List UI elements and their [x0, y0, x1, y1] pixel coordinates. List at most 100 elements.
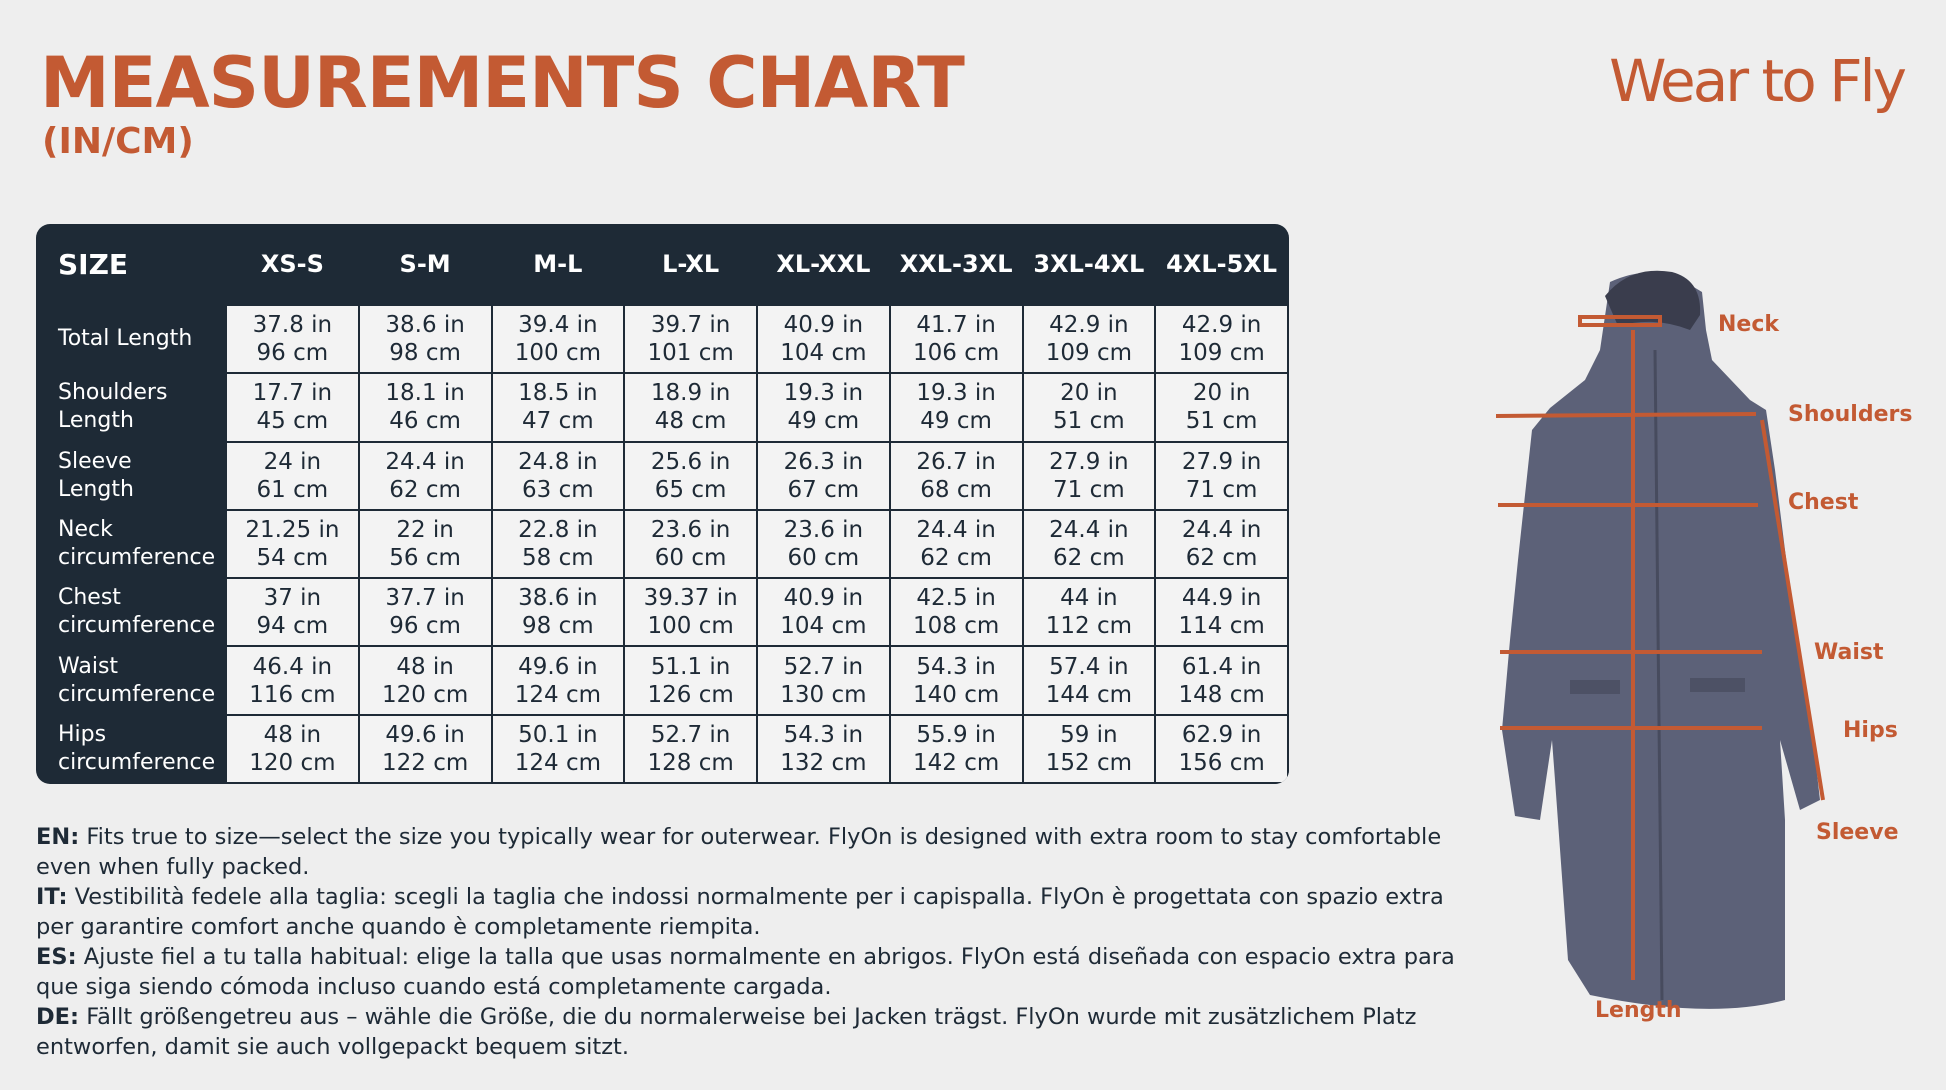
- value-centimeters: 116 cm: [249, 681, 336, 708]
- shoulders-label: Shoulders: [1788, 402, 1913, 427]
- row-label-line: circumference: [58, 749, 216, 775]
- value-centimeters: 68 cm: [920, 476, 992, 503]
- value-inches: 57.4 in: [1049, 653, 1129, 680]
- table-cell: 26.3 in 67 cm: [756, 440, 891, 511]
- table-cell: 38.6 in 98 cm: [490, 577, 626, 648]
- value-centimeters: 124 cm: [514, 749, 601, 776]
- value-centimeters: 58 cm: [522, 544, 594, 571]
- note-es: ES: Ajuste fiel a tu talla habitual: eli…: [36, 942, 1476, 1002]
- hips-label: Hips: [1843, 718, 1898, 743]
- coat-body-shape: [1502, 272, 1820, 1009]
- brand-logo: Wear to Fly: [1609, 47, 1907, 115]
- value-centimeters: 54 cm: [256, 544, 329, 571]
- value-inches: 17.7 in: [252, 380, 333, 407]
- value-centimeters: 128 cm: [647, 749, 734, 776]
- table-cell: 24.4 in 62 cm: [888, 508, 1024, 580]
- value-inches: 37.7 in: [385, 585, 465, 612]
- value-centimeters: 49 cm: [787, 408, 860, 435]
- value-centimeters: 122 cm: [381, 749, 469, 776]
- table-cell: 27.9 in 71 cm: [1021, 440, 1157, 511]
- table-cell: 22.8 in 58 cm: [490, 508, 626, 580]
- note-lang: ES:: [36, 944, 77, 970]
- table-cell: 61.4 in 148 cm: [1154, 645, 1289, 716]
- value-centimeters: 124 cm: [514, 681, 601, 708]
- value-inches: 40.9 in: [783, 312, 864, 339]
- value-centimeters: 140 cm: [912, 681, 1000, 708]
- center-seam: [1653, 349, 1664, 1001]
- table-cell: 18.1 in 46 cm: [357, 372, 493, 443]
- row-label: Neck circumference: [36, 510, 226, 578]
- value-centimeters: 61 cm: [256, 476, 329, 503]
- value-inches: 52.7 in: [650, 721, 731, 748]
- row-label-line: circumference: [58, 681, 216, 707]
- table-cell: 23.6 in 60 cm: [756, 508, 891, 580]
- value-centimeters: 144 cm: [1045, 681, 1132, 708]
- value-centimeters: 104 cm: [780, 340, 867, 367]
- table-cell: 19.3 in 49 cm: [888, 372, 1024, 443]
- value-inches: 55.9 in: [916, 721, 996, 748]
- note-en: EN: Fits true to size—select the size yo…: [36, 822, 1476, 882]
- note-lang: IT:: [36, 884, 68, 910]
- value-inches: 38.6 in: [518, 585, 598, 612]
- value-inches: 48 in: [263, 721, 322, 748]
- table-cell: 52.7 in 128 cm: [623, 713, 758, 784]
- value-centimeters: 132 cm: [780, 749, 867, 776]
- value-inches: 48 in: [396, 653, 454, 680]
- table-cell: 39.4 in 100 cm: [490, 303, 626, 375]
- value-inches: 51.1 in: [650, 653, 731, 680]
- value-inches: 25.6 in: [650, 448, 731, 475]
- row-label: Sleeve Length: [36, 442, 226, 510]
- value-centimeters: 56 cm: [389, 544, 461, 571]
- value-centimeters: 63 cm: [522, 476, 594, 503]
- table-cell: 37 in 94 cm: [225, 577, 360, 648]
- value-inches: 24 in: [263, 448, 322, 475]
- table-cell: 18.9 in 48 cm: [623, 372, 758, 443]
- value-centimeters: 45 cm: [256, 408, 329, 435]
- value-inches: 46.4 in: [252, 653, 333, 680]
- value-centimeters: 120 cm: [249, 749, 336, 776]
- value-inches: 38.6 in: [385, 312, 465, 339]
- row-label-line: Neck: [58, 516, 113, 542]
- note-text: Vestibilità fedele alla taglia: scegli l…: [36, 884, 1444, 940]
- table-cell: 48 in 120 cm: [225, 713, 360, 784]
- value-centimeters: 62 cm: [1053, 544, 1125, 571]
- table-cell: 20 in 51 cm: [1154, 372, 1289, 443]
- value-inches: 24.8 in: [518, 448, 598, 475]
- value-inches: 27.9 in: [1049, 448, 1129, 475]
- value-centimeters: 98 cm: [389, 340, 461, 367]
- value-inches: 18.9 in: [650, 380, 731, 407]
- row-label-line: Length: [58, 476, 134, 502]
- value-centimeters: 126 cm: [647, 681, 734, 708]
- value-centimeters: 62 cm: [1185, 544, 1258, 571]
- value-centimeters: 108 cm: [912, 613, 1000, 640]
- value-inches: 22.8 in: [518, 516, 598, 543]
- table-header-row: SIZE XS-S S-M M-L L-XL XL-XXL XXL-3XL 3X…: [36, 224, 1288, 305]
- table-cell: 49.6 in 122 cm: [357, 713, 493, 784]
- row-label: Total Length: [36, 305, 226, 373]
- value-inches: 50.1 in: [518, 721, 598, 748]
- row-label-line: Sleeve: [58, 448, 132, 474]
- size-column-header: 3XL-4XL: [1033, 250, 1145, 278]
- note-lang: EN:: [36, 824, 80, 850]
- table-cell: 20 in 51 cm: [1021, 372, 1157, 443]
- value-centimeters: 71 cm: [1053, 476, 1125, 503]
- value-inches: 49.6 in: [385, 721, 465, 748]
- size-column-header: L-XL: [662, 250, 720, 278]
- table-cell: 54.3 in 140 cm: [888, 645, 1024, 716]
- value-centimeters: 49 cm: [920, 408, 992, 435]
- value-centimeters: 71 cm: [1185, 476, 1258, 503]
- value-inches: 49.6 in: [518, 653, 598, 680]
- row-label-line: Hips: [58, 721, 107, 747]
- table-cell: 57.4 in 144 cm: [1021, 645, 1157, 716]
- value-centimeters: 100 cm: [514, 340, 601, 367]
- value-centimeters: 67 cm: [787, 476, 860, 503]
- note-de: DE: Fällt größengetreu aus – wähle die G…: [36, 1002, 1476, 1062]
- value-inches: 39.37 in: [643, 585, 738, 612]
- row-label: Waist circumference: [36, 646, 226, 714]
- value-centimeters: 62 cm: [389, 476, 461, 503]
- value-inches: 18.5 in: [518, 380, 598, 407]
- note-lang: DE:: [36, 1004, 80, 1030]
- sleeve-measure-line: [1760, 419, 1825, 801]
- length-label: Length: [1595, 998, 1682, 1023]
- table-cell: 23.6 in 60 cm: [623, 508, 758, 580]
